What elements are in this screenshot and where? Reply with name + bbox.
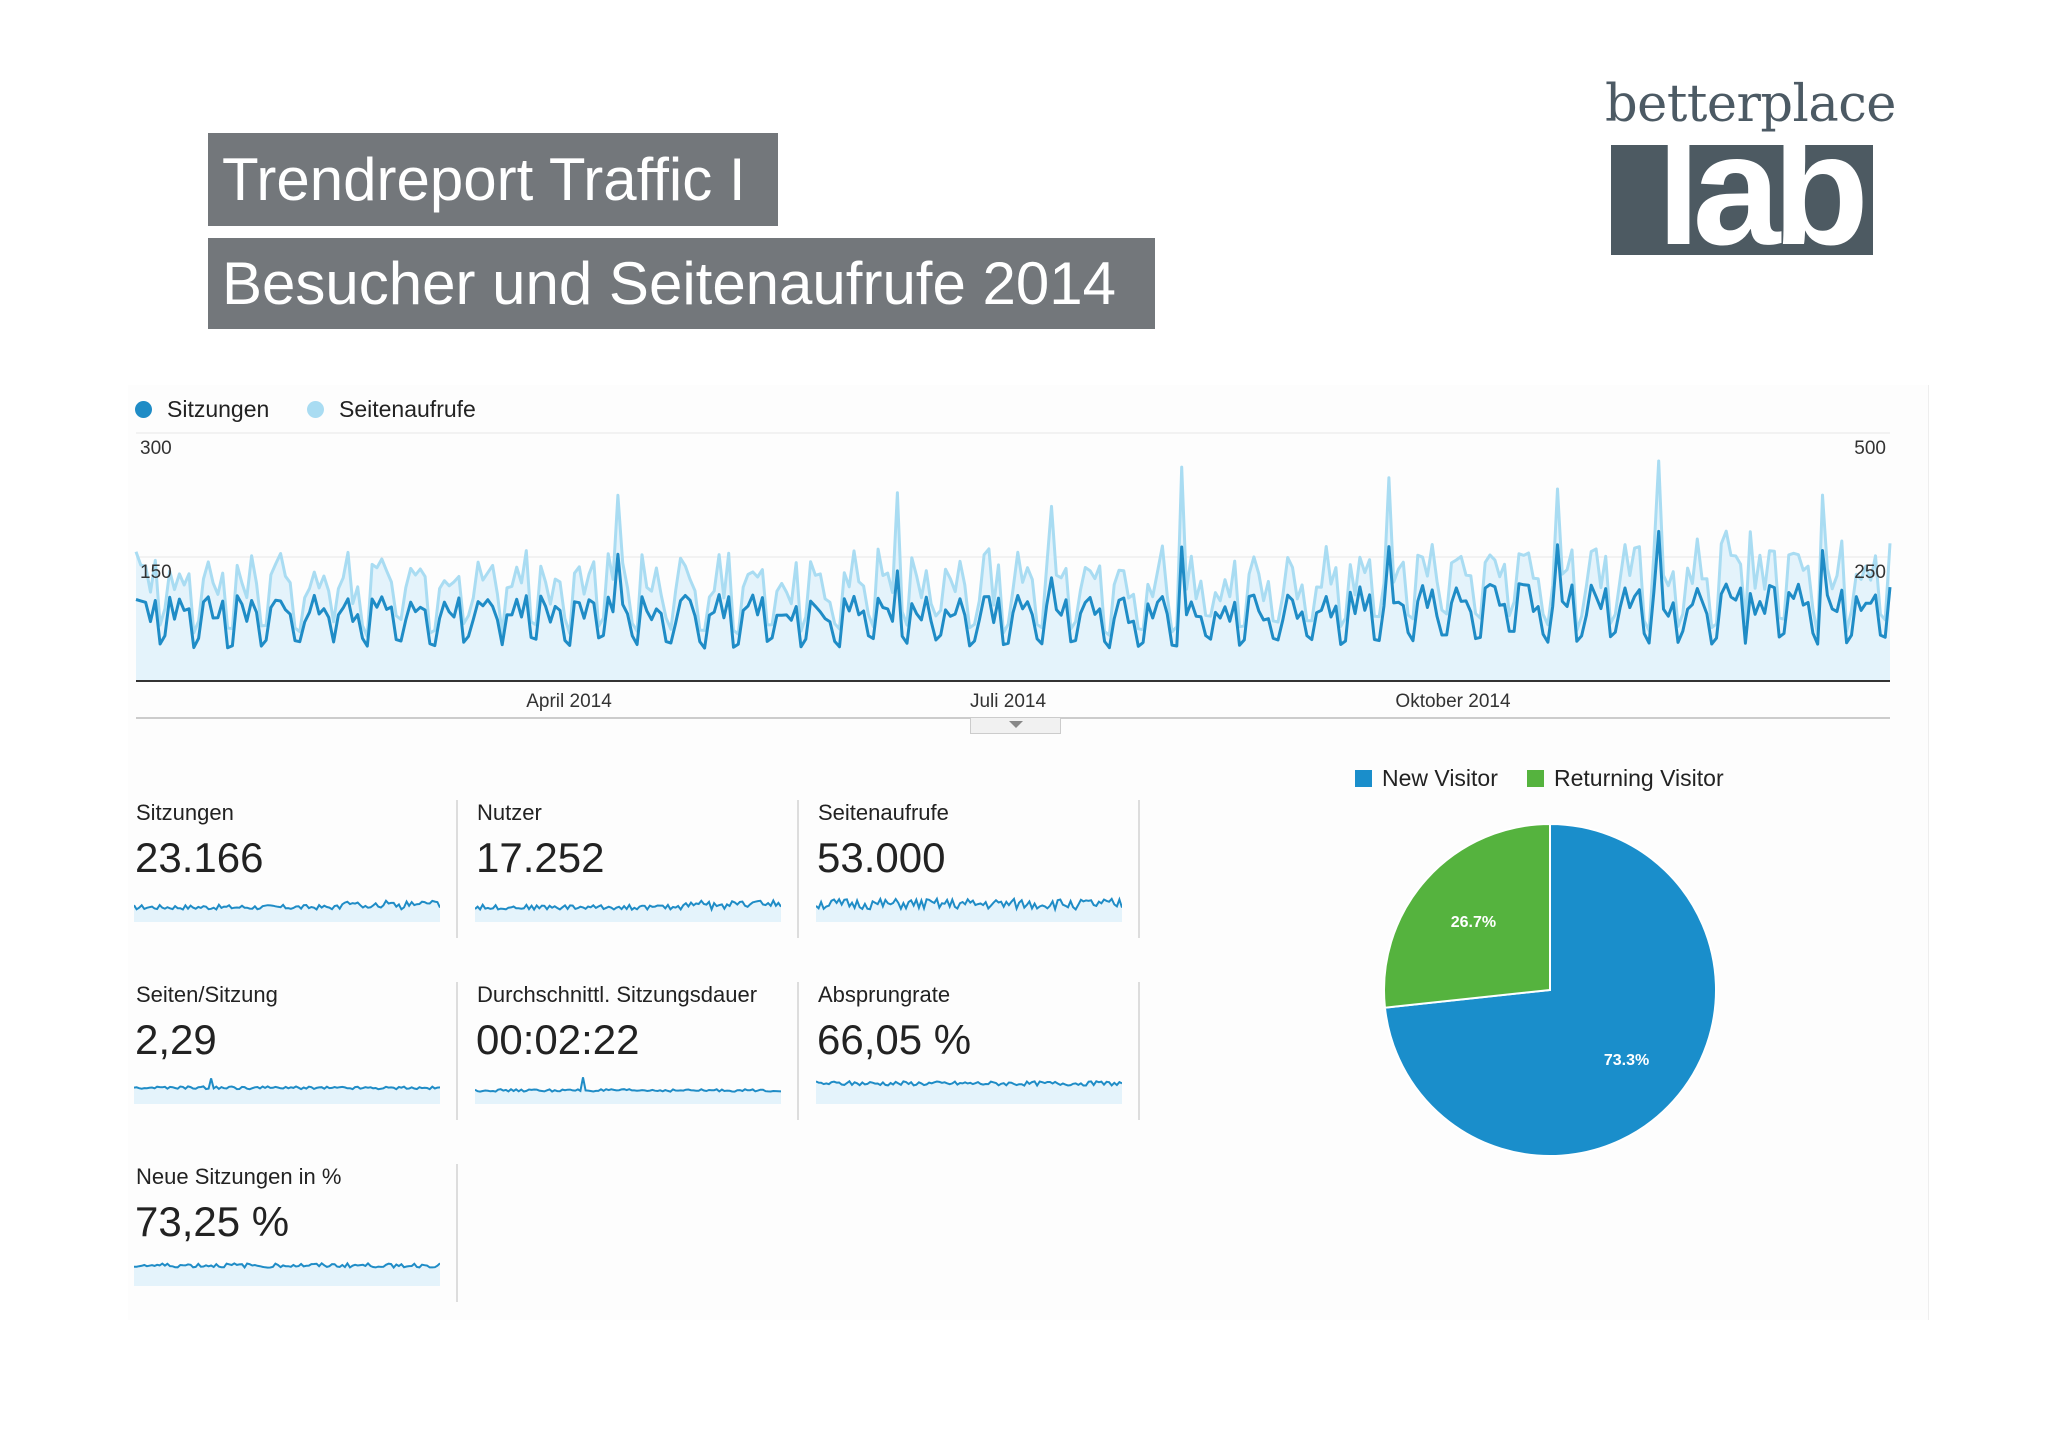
legend-returning-visitor-label: Returning Visitor [1554,765,1724,791]
pie-slice-returning-visitor[interactable] [1383,822,1551,1009]
metric-sparkline [134,899,440,922]
metric-absprungrate[interactable]: Absprungrate 66,05 % [810,982,1130,1122]
metric-label: Durchschnittl. Sitzungsdauer [477,982,758,1007]
metric-label: Nutzer [477,800,542,825]
logo-box: lab [1611,145,1873,255]
logo-wordmark: betterplace [1605,75,1897,134]
sparkline-line [816,896,1122,913]
sessions-line [135,529,1892,650]
metric-label: Absprungrate [818,982,951,1007]
x-tick-juli: Juli 2014 [970,691,1046,712]
sparkline-area [134,900,440,922]
y-right-tick-250: 250 [1854,562,1886,583]
metric-label: Seiten/Sitzung [136,982,278,1007]
y-right-tick-500: 500 [1854,438,1886,459]
metric-sparkline [134,1261,440,1286]
report-subtitle: Besucher und Seitenaufrufe 2014 [208,238,1155,329]
metric-value: 53.000 [817,834,946,881]
pie-label-new-visitor: 73.3% [1604,1052,1649,1069]
legend-new-visitor[interactable]: New Visitor [1355,765,1498,792]
legend-pageviews[interactable]: Seitenaufrufe [307,396,476,423]
metric-seiten-sitzung[interactable]: Seiten/Sitzung 2,29 [128,982,448,1122]
y-left-tick-150: 150 [140,562,172,583]
legend-pageviews-label: Seitenaufrufe [339,396,476,422]
divider [1138,800,1140,938]
logo-lab-text: lab [1656,145,1869,255]
divider [1138,982,1140,1120]
betterplace-lab-logo: betterplace lab [1605,75,1897,255]
metric-label: Neue Sitzungen in % [136,1164,342,1189]
pie-label-returning-visitor: 26.7% [1451,914,1496,931]
legend-new-visitor-label: New Visitor [1382,765,1498,791]
divider [456,800,458,938]
metric-sparkline [134,1078,440,1104]
chevron-down-icon [1009,721,1023,728]
sparkline-line [134,899,440,911]
metric-seitenaufrufe[interactable]: Seitenaufrufe 53.000 [810,800,1130,940]
metric-label: Seitenaufrufe [818,800,949,825]
sparkline-line [475,898,781,913]
sparkline-line [134,1261,440,1270]
divider [797,800,799,938]
metric-sitzungsdauer[interactable]: Durchschnittl. Sitzungsdauer 00:02:22 [469,982,789,1122]
metric-value: 17.252 [476,834,605,881]
sparkline-area [134,1263,440,1286]
metric-sitzungen[interactable]: Sitzungen 23.166 [128,800,448,940]
chart-collapse-toggle[interactable] [970,718,1061,734]
metric-label: Sitzungen [136,800,234,825]
divider [797,982,799,1120]
legend-sessions-label: Sitzungen [167,396,270,422]
sparkline-line [134,1078,440,1091]
pageviews-line [134,459,1892,638]
metric-nutzer[interactable]: Nutzer 17.252 [469,800,789,940]
metric-value: 2,29 [135,1016,217,1063]
report-title: Trendreport Traffic I [208,133,778,226]
y-left-tick-300: 300 [140,438,172,459]
legend-dot-icon [135,401,152,418]
sparkline-line [475,1077,781,1093]
metric-value: 00:02:22 [476,1016,640,1063]
metric-sparkline [816,1079,1122,1104]
x-tick-april: April 2014 [526,691,612,712]
metric-value: 66,05 % [817,1016,972,1063]
metric-neue-sitzungen[interactable]: Neue Sitzungen in % 73,25 % [128,1164,448,1304]
sparkline-area [816,898,1122,922]
sparkline-area [134,1078,440,1104]
metric-sparkline [475,1077,781,1104]
legend-square-icon [1527,770,1544,787]
sparkline-line [816,1079,1122,1088]
metric-sparkline [475,898,781,922]
x-tick-oktober: Oktober 2014 [1395,691,1511,712]
metric-value: 73,25 % [135,1198,290,1245]
legend-sessions[interactable]: Sitzungen [135,396,269,423]
divider [456,1164,458,1302]
pageviews-area [136,461,1890,681]
metric-sparkline [816,896,1122,922]
legend-returning-visitor[interactable]: Returning Visitor [1527,765,1724,792]
sparkline-area [816,1081,1122,1104]
metric-value: 23.166 [135,834,264,881]
visitor-pie-chart[interactable]: 73.3% 26.7% [1380,820,1720,1160]
sparkline-area [475,900,781,922]
sessions-pageviews-chart[interactable]: 300 150 500 250 April 2014 Juli 2014 Okt… [128,425,1898,720]
legend-dot-icon [307,401,324,418]
divider [456,982,458,1120]
legend-square-icon [1355,770,1372,787]
